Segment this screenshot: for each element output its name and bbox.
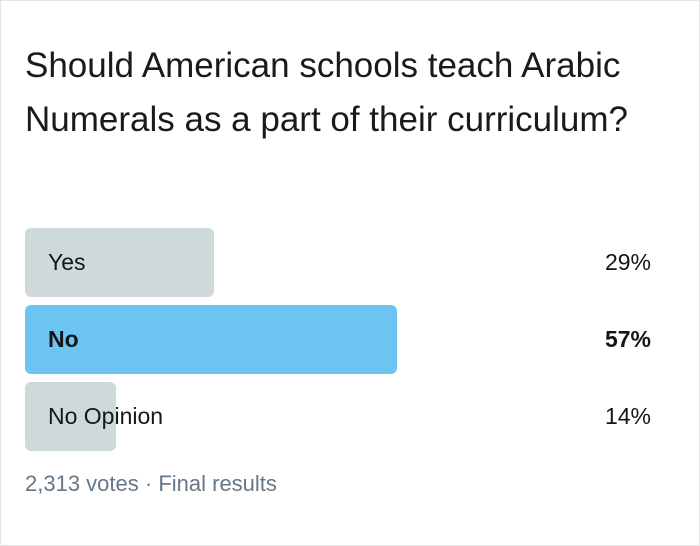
poll-option-label: Yes: [48, 249, 86, 275]
poll-question: Should American schools teach Arabic Num…: [25, 46, 628, 139]
poll-footer: 2,313 votes · Final results: [25, 471, 277, 497]
poll-bar: [25, 382, 117, 451]
vote-count: 2,313 votes: [25, 471, 139, 496]
poll-option-label: No Opinion: [48, 403, 164, 429]
poll-bar: [25, 305, 397, 374]
poll-option-no: No 57%: [25, 305, 677, 374]
poll-option-percent: 14%: [604, 403, 651, 429]
separator-dot: ·: [144, 471, 153, 496]
poll-status: Final results: [158, 471, 277, 496]
poll-option-label: No: [48, 326, 79, 352]
poll-bar: [25, 228, 215, 297]
poll-option-percent: 29%: [604, 249, 651, 275]
poll-option-no-opinion: No Opinion 14%: [25, 382, 677, 451]
poll-option-percent: 57%: [604, 326, 651, 352]
poll-option-yes: Yes 29%: [25, 228, 677, 297]
